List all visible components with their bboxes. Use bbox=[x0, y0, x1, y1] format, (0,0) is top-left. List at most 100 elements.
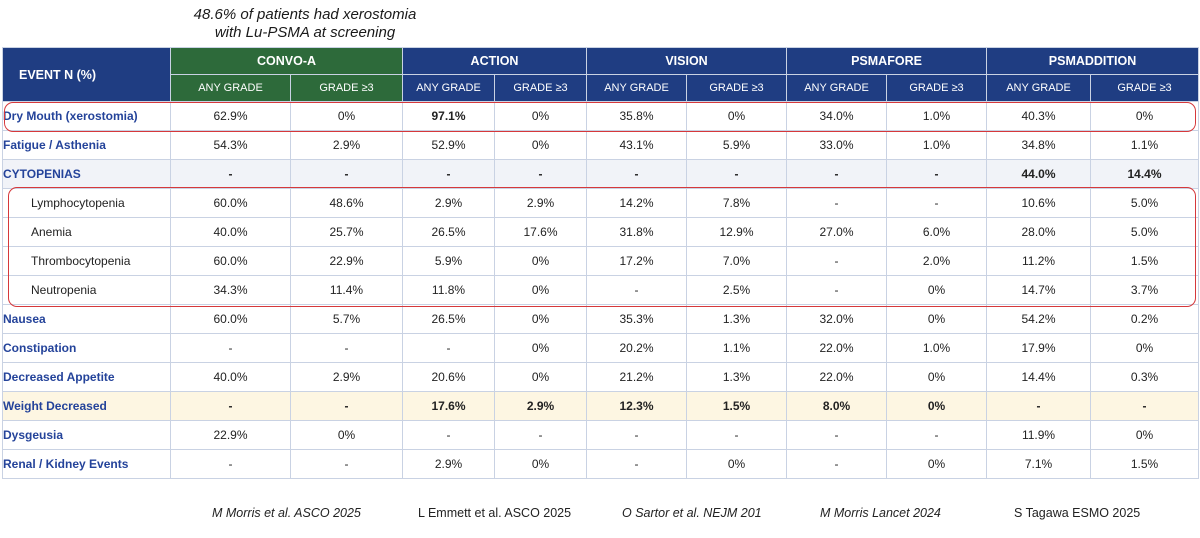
row-label: Neutropenia bbox=[2, 275, 171, 305]
event-column-header: EVENT N (%) bbox=[2, 47, 171, 102]
trial-header-psmaddition: PSMADDITION bbox=[986, 47, 1200, 75]
row-label: Dry Mouth (xerostomia) bbox=[2, 101, 171, 131]
reference-convo-a: M Morris et al. ASCO 2025 bbox=[212, 506, 361, 520]
table-cell: 60.0% bbox=[170, 304, 291, 334]
table-cell: - bbox=[290, 391, 403, 421]
table-cell: 2.0% bbox=[886, 246, 988, 276]
table-cell: - bbox=[170, 449, 291, 479]
table-cell: 7.1% bbox=[986, 449, 1092, 479]
table-cell: 26.5% bbox=[402, 217, 495, 247]
table-row: Dry Mouth (xerostomia) 62.9% 0% 97.1% 0% 35.8… bbox=[2, 101, 1200, 131]
table-cell: - bbox=[290, 333, 403, 363]
table-cell: 22.0% bbox=[786, 333, 888, 363]
table-cell: 28.0% bbox=[986, 217, 1092, 247]
table-cell: 12.3% bbox=[586, 391, 688, 421]
table-cell: 0% bbox=[686, 449, 788, 479]
table-cell: - bbox=[686, 159, 788, 189]
table-cell: - bbox=[886, 159, 988, 189]
table-cell: 60.0% bbox=[170, 246, 291, 276]
trial-header-action: ACTION bbox=[401, 47, 588, 75]
table-cell: 25.7% bbox=[290, 217, 403, 247]
subheader-any-grade: ANY GRADE bbox=[786, 74, 888, 102]
table-cell: 2.5% bbox=[686, 275, 788, 305]
table-cell: 0% bbox=[1090, 333, 1200, 363]
table-cell: - bbox=[586, 275, 688, 305]
table-cell: 0% bbox=[493, 246, 588, 276]
subheader-grade-3-plus: GRADE ≥3 bbox=[686, 74, 788, 102]
table-cell: 14.4% bbox=[1090, 159, 1200, 189]
table-cell: 5.0% bbox=[1090, 217, 1200, 247]
row-label: Thrombocytopenia bbox=[2, 246, 171, 276]
table-cell: 40.3% bbox=[986, 101, 1092, 131]
table-cell: 0% bbox=[493, 101, 588, 131]
table-cell: 32.0% bbox=[786, 304, 888, 334]
table-cell: 2.9% bbox=[290, 362, 403, 392]
table-cell: 1.1% bbox=[686, 333, 788, 363]
table-cell: 0% bbox=[493, 130, 588, 160]
table-cell: 17.6% bbox=[402, 391, 495, 421]
table-cell: - bbox=[786, 188, 888, 218]
table-cell: 22.9% bbox=[170, 420, 291, 450]
reference-psmafore: M Morris Lancet 2024 bbox=[820, 506, 941, 520]
table-cell: 40.0% bbox=[170, 362, 291, 392]
table-row: Weight Decreased - -17.6% 2.9% 12.3% 1.5% 8.0%… bbox=[2, 391, 1200, 421]
reference-vision: O Sartor et al. NEJM 201 bbox=[622, 506, 762, 520]
row-label: Anemia bbox=[2, 217, 171, 247]
table-cell: - bbox=[290, 449, 403, 479]
table-cell: - bbox=[786, 246, 888, 276]
table-row: Nausea 60.0% 5.7% 26.5% 0% 35.3% 1.3% 32.0% 0% 54… bbox=[2, 304, 1200, 334]
subheader-grade-3-plus: GRADE ≥3 bbox=[493, 74, 588, 102]
table-cell: 2.9% bbox=[290, 130, 403, 160]
table-row: Fatigue / Asthenia 54.3% 2.9% 52.9% 0% 43.1% 5… bbox=[2, 130, 1200, 160]
annotation-line-2: with Lu-PSMA at screening bbox=[214, 24, 396, 41]
table-cell: - bbox=[686, 420, 788, 450]
table-cell: - bbox=[170, 391, 291, 421]
table-cell: 0.3% bbox=[1090, 362, 1200, 392]
row-label: Decreased Appetite bbox=[2, 362, 171, 392]
table-cell: 0% bbox=[886, 362, 988, 392]
table-cell: 1.5% bbox=[1090, 449, 1200, 479]
table-cell: 21.2% bbox=[586, 362, 688, 392]
table-cell: 1.3% bbox=[686, 362, 788, 392]
table-cell: 0% bbox=[1090, 420, 1200, 450]
table-cell: 43.1% bbox=[586, 130, 688, 160]
table-cell: 14.4% bbox=[986, 362, 1092, 392]
trial-header-vision: VISION bbox=[586, 47, 788, 75]
table-row: Constipation - - -0% 20.2% 1.1% 22.0% 1.0% 17.9%… bbox=[2, 333, 1200, 363]
table-cell: 20.6% bbox=[402, 362, 495, 392]
table-cell: 2.9% bbox=[402, 449, 495, 479]
row-label: Nausea bbox=[2, 304, 171, 334]
table-cell: 14.2% bbox=[586, 188, 688, 218]
table-cell: 0% bbox=[886, 275, 988, 305]
row-label: Renal / Kidney Events bbox=[2, 449, 171, 479]
trial-header-convo-a: CONVO-A bbox=[170, 47, 403, 75]
table-cell: 0% bbox=[290, 420, 403, 450]
table-cell: 5.0% bbox=[1090, 188, 1200, 218]
table-cell: 1.0% bbox=[886, 333, 988, 363]
table-cell: 34.8% bbox=[986, 130, 1092, 160]
table-cell: 2.9% bbox=[493, 391, 588, 421]
table-cell: - bbox=[786, 449, 888, 479]
table-cell: 10.6% bbox=[986, 188, 1092, 218]
table-cell: 1.3% bbox=[686, 304, 788, 334]
table-cell: 1.5% bbox=[1090, 246, 1200, 276]
subheader-grade-3-plus: GRADE ≥3 bbox=[290, 74, 403, 102]
table-cell: 40.0% bbox=[170, 217, 291, 247]
table-cell: - bbox=[886, 420, 988, 450]
reference-action: L Emmett et al. ASCO 2025 bbox=[418, 506, 572, 520]
table-cell: 26.5% bbox=[402, 304, 495, 334]
subheader-grade-3-plus: GRADE ≥3 bbox=[1090, 74, 1200, 102]
table-body: Dry Mouth (xerostomia) 62.9% 0% 97.1% 0% 35.8… bbox=[2, 101, 1200, 479]
table-cell: 11.9% bbox=[986, 420, 1092, 450]
table-cell: 5.7% bbox=[290, 304, 403, 334]
table-cell: 27.0% bbox=[786, 217, 888, 247]
table-cell: 14.7% bbox=[986, 275, 1092, 305]
table-cell: 11.2% bbox=[986, 246, 1092, 276]
subheader-any-grade: ANY GRADE bbox=[402, 74, 495, 102]
table-cell: 0% bbox=[886, 304, 988, 334]
table-cell: - bbox=[786, 159, 888, 189]
table-cell: 54.3% bbox=[170, 130, 291, 160]
table-cell: 2.9% bbox=[402, 188, 495, 218]
table-cell: 97.1% bbox=[402, 101, 495, 131]
table-cell: 0% bbox=[493, 275, 588, 305]
